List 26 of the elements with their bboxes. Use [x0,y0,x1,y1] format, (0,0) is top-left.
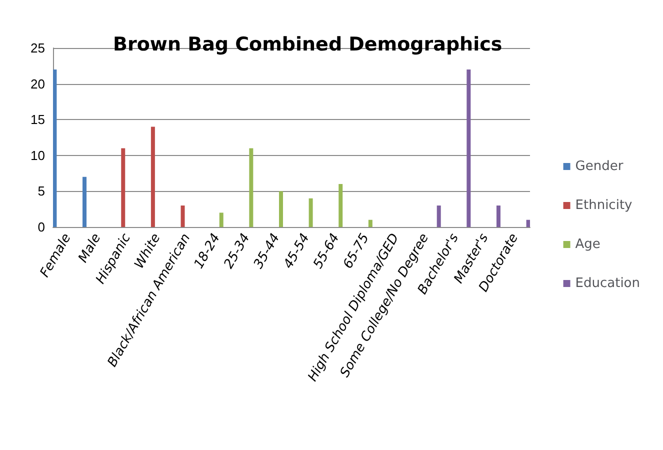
bar [180,206,185,227]
bar [466,69,471,227]
bar [278,191,283,227]
bar [368,220,372,227]
bar [308,198,313,227]
bar [53,69,57,227]
bar [219,212,224,227]
legend-label: Gender [575,159,624,174]
bar [82,176,87,227]
legend-label: Education [575,276,640,291]
bar [436,206,441,227]
y-tick-label: 25 [30,40,45,56]
bar [496,206,500,227]
chart-title: Brown Bag Combined Demographics [113,34,502,56]
bar [249,148,254,227]
y-tick-label: 20 [30,76,45,92]
bar [121,148,126,227]
bar [150,126,155,227]
bar [338,184,343,227]
bar [526,220,530,227]
legend-label: Ethnicity [575,198,633,213]
y-tick-label: 5 [38,184,45,199]
y-tick-label: 0 [38,220,45,234]
y-tick-label: 10 [30,148,45,163]
legend-label: Age [575,237,600,252]
y-tick-label: 15 [30,112,45,128]
